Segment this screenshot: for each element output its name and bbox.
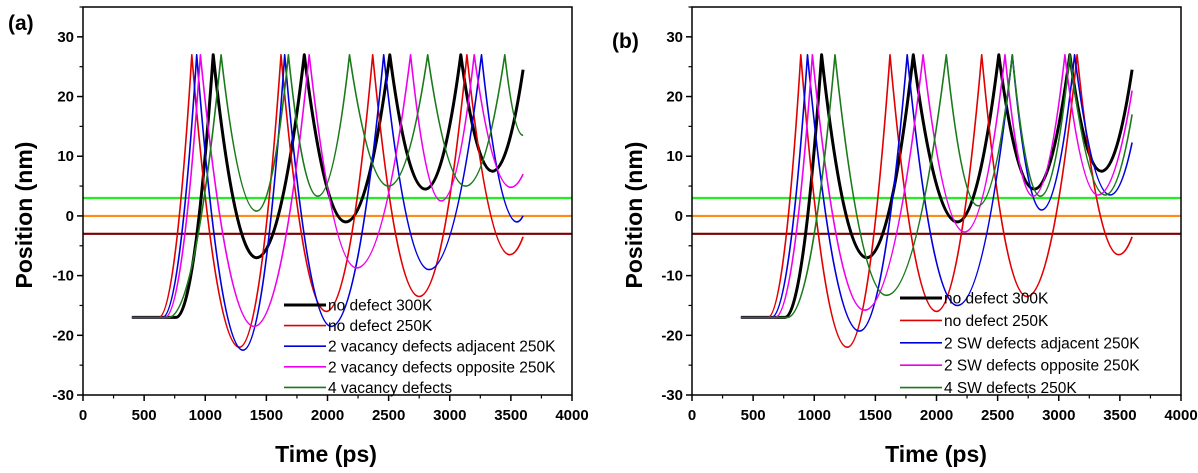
y-axis-title: Position (nm) xyxy=(621,142,647,289)
series-line-4 xyxy=(131,54,524,328)
x-tick-label: 3000 xyxy=(1042,407,1075,424)
x-tick-label: 0 xyxy=(688,407,696,424)
y-tick-label: 30 xyxy=(666,29,683,46)
panel-label: (a) xyxy=(8,12,34,35)
series-line-1 xyxy=(131,53,525,319)
y-tick-label: -30 xyxy=(52,387,74,404)
y-tick-label: -20 xyxy=(52,327,74,344)
series-line-5 xyxy=(131,54,524,319)
y-tick-label: 0 xyxy=(66,208,74,225)
legend-label: 4 SW defects 250K xyxy=(944,380,1077,397)
panel-a: (a) Position (nm) Time (ps) 0 500 1000 1500… xyxy=(8,6,589,467)
x-tick-label: 1000 xyxy=(798,407,831,424)
legend-label: 2 SW defects adjacent 250K xyxy=(944,335,1140,352)
panel-label: (b) xyxy=(612,30,639,53)
x-tick-label: 3500 xyxy=(494,407,527,424)
x-tick-label: 500 xyxy=(741,407,766,424)
x-tick-label: 1000 xyxy=(189,407,222,424)
series-line-3 xyxy=(740,54,1133,332)
legend-label: 2 vacancy defects opposite 250K xyxy=(328,359,556,376)
legend-label: no defect 250K xyxy=(944,313,1049,330)
legend-label: 2 vacancy defects adjacent 250K xyxy=(328,339,556,356)
y-tick-label: 20 xyxy=(57,89,74,106)
x-axis-title: Time (ps) xyxy=(885,441,987,467)
legend-label: no defect 300K xyxy=(328,298,433,315)
series-line-5 xyxy=(740,54,1133,319)
x-tick-label: 0 xyxy=(79,407,87,424)
y-tick-label: 10 xyxy=(57,148,74,165)
y-axis-title: Position (nm) xyxy=(11,142,37,289)
x-tick-label: 2000 xyxy=(920,407,953,424)
legend-label: no defect 250K xyxy=(328,318,433,335)
x-axis-title: Time (ps) xyxy=(275,441,377,467)
y-tick-label: 30 xyxy=(57,29,74,46)
series-group xyxy=(131,53,525,351)
legend: no defect 300K no defect 250K 2 vacancy de… xyxy=(284,298,556,397)
y-tick-label: -20 xyxy=(661,327,683,344)
x-tick-label: 2500 xyxy=(372,407,405,424)
y-tick-label: -10 xyxy=(52,268,74,285)
panel-b: (b) Position (nm) Time (ps) 0 500 1000 1500… xyxy=(612,6,1198,467)
legend-label: 2 SW defects opposite 250K xyxy=(944,358,1140,375)
x-tick-label: 4000 xyxy=(555,407,588,424)
legend: no defect 300K no defect 250K 2 SW defects… xyxy=(900,291,1140,397)
legend-label: no defect 300K xyxy=(944,291,1049,308)
x-tick-label: 4000 xyxy=(1164,407,1197,424)
plot-frame xyxy=(82,6,573,396)
x-tick-label: 500 xyxy=(132,407,157,424)
y-tick-label: 10 xyxy=(666,148,683,165)
series-line-2 xyxy=(131,54,524,348)
series-line-4 xyxy=(740,54,1133,319)
x-tick-label: 1500 xyxy=(859,407,892,424)
y-tick-label: -30 xyxy=(661,387,683,404)
x-tick-label: 1500 xyxy=(250,407,283,424)
x-tick-label: 2500 xyxy=(981,407,1014,424)
y-tick-label: 0 xyxy=(675,208,683,225)
x-tick-label: 3500 xyxy=(1103,407,1136,424)
x-tick-label: 3000 xyxy=(433,407,466,424)
x-tick-label: 2000 xyxy=(311,407,344,424)
legend-label: 4 vacancy defects xyxy=(328,380,452,397)
series-group xyxy=(740,53,1134,348)
y-tick-label: 20 xyxy=(666,89,683,106)
series-line-3 xyxy=(131,54,524,351)
y-tick-label: -10 xyxy=(661,268,683,285)
